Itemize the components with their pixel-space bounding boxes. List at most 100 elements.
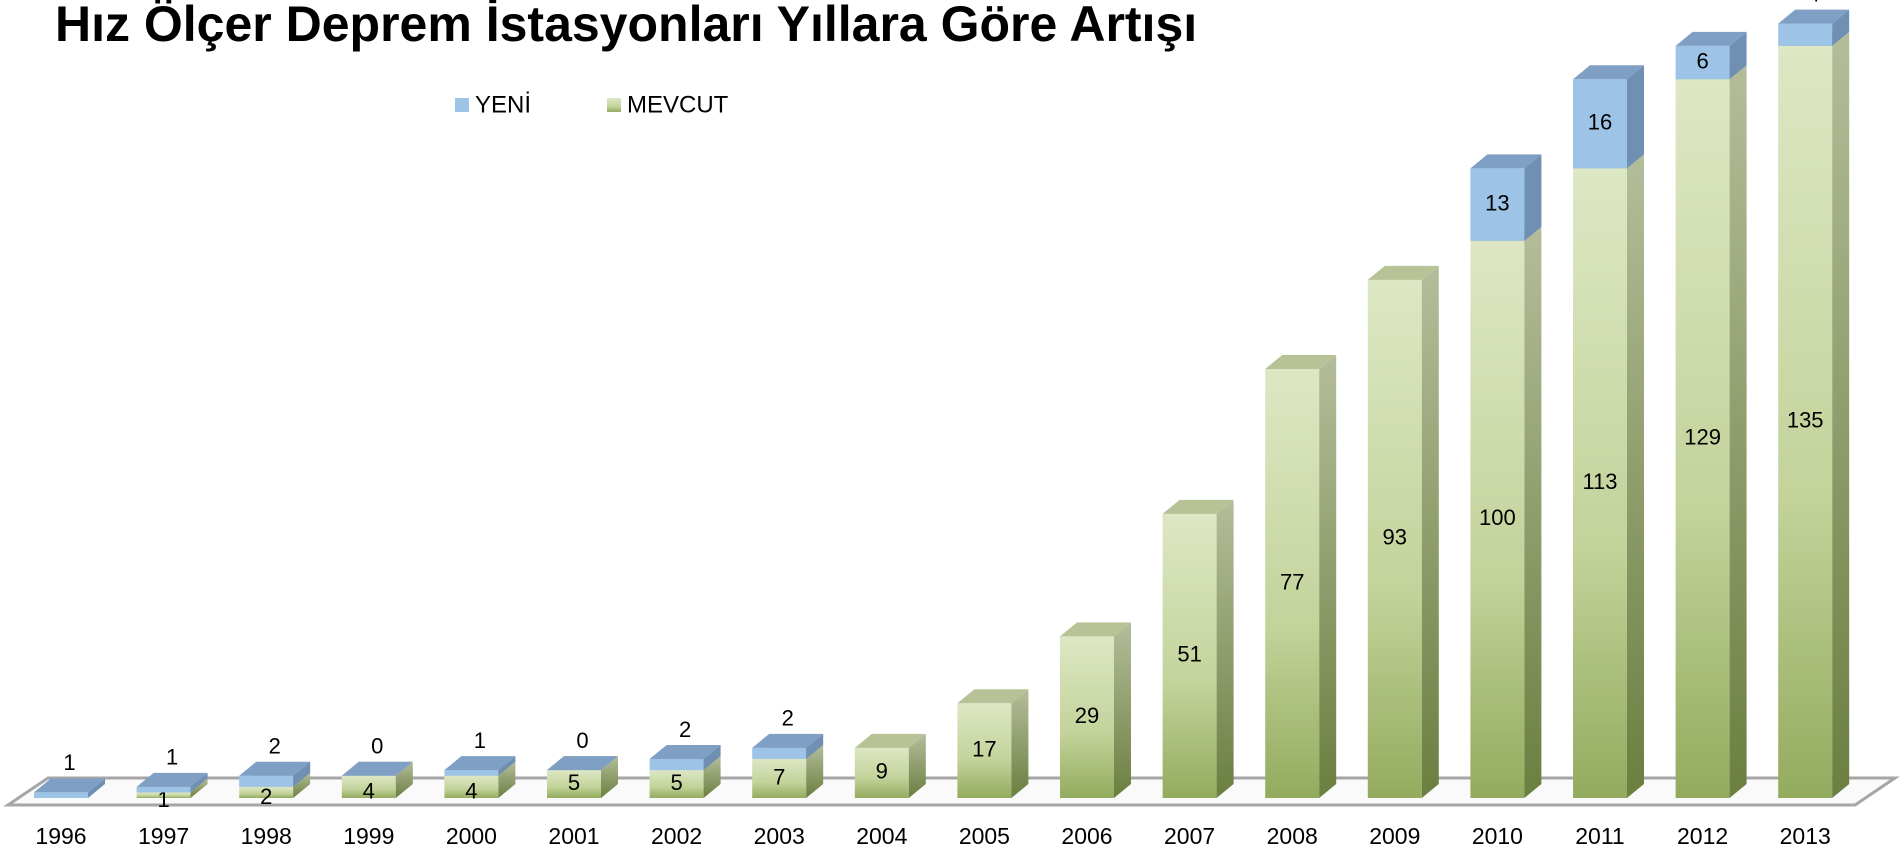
bar-side (806, 745, 824, 798)
x-tick-label: 2009 (1369, 823, 1420, 849)
value-label: 17 (972, 736, 996, 761)
bar-side (1114, 622, 1131, 798)
x-tick-label: 2011 (1575, 823, 1624, 849)
bar-side (1832, 9, 1850, 46)
bar-side (1832, 31, 1850, 799)
value-label: 51 (1177, 642, 1201, 667)
value-label: 2 (679, 717, 691, 742)
bar-side (908, 733, 926, 798)
value-label: 6 (1696, 48, 1708, 73)
value-label: 4 (1808, 0, 1820, 6)
bar-side (88, 778, 105, 798)
bar-top (136, 772, 208, 787)
value-label: 129 (1684, 424, 1721, 449)
bar-side (190, 778, 208, 798)
x-tick-label: 2006 (1061, 823, 1112, 849)
bar-segment (444, 775, 499, 798)
bar-segment (444, 770, 499, 776)
x-tick-label: 2000 (446, 823, 497, 849)
x-tick-label: 2003 (754, 823, 805, 849)
bar-top (957, 689, 1029, 704)
legend-label: MEVCUT (627, 91, 729, 118)
value-label: 16 (1588, 110, 1612, 135)
bar-side (1524, 154, 1542, 241)
bar-top (1060, 622, 1131, 637)
bar-side (703, 745, 721, 771)
x-tick-label: 1996 (35, 823, 86, 849)
value-label: 4 (363, 779, 375, 804)
bar-side (1627, 154, 1644, 798)
value-label: 1 (166, 745, 178, 770)
value-label: 7 (773, 764, 785, 789)
bar-side (1421, 265, 1439, 798)
bar-side (190, 772, 208, 793)
bar-side (395, 761, 413, 798)
x-tick-label: 2004 (856, 823, 907, 849)
bar-segment (1573, 79, 1627, 169)
bar-top (444, 756, 516, 771)
value-label: 1 (474, 728, 486, 753)
bar-segment (752, 747, 807, 759)
x-tick-label: 2008 (1267, 823, 1318, 849)
value-label: 1 (63, 750, 75, 775)
value-label: 135 (1787, 408, 1824, 433)
bar-top (1265, 355, 1337, 369)
legend-swatch (455, 98, 469, 112)
value-label: 2 (782, 706, 794, 731)
legend-label: YENİ (475, 91, 531, 118)
bar-segment (341, 775, 396, 798)
bar-side (498, 756, 516, 776)
value-label: 2 (260, 784, 272, 809)
bar-side (1216, 499, 1234, 798)
bar-top (1573, 65, 1644, 80)
bar-side (806, 733, 824, 759)
x-tick-label: 2012 (1677, 823, 1728, 849)
bar-segment (957, 703, 1012, 798)
bar-side (1729, 31, 1747, 80)
x-tick-label: 2013 (1780, 823, 1831, 849)
bar-segment (136, 786, 191, 793)
value-label: 100 (1479, 505, 1516, 530)
bar-side (498, 761, 516, 798)
x-tick-label: 1997 (138, 823, 189, 849)
bar-segment (1367, 279, 1422, 798)
bar-segment (649, 759, 704, 771)
bar-segment (547, 770, 601, 798)
legend-swatch (607, 98, 621, 112)
bar-segment (1778, 45, 1833, 799)
bar-segment (1675, 79, 1730, 799)
x-tick-label: 2007 (1164, 823, 1215, 849)
x-tick-label: 1999 (343, 823, 394, 849)
bar-segment (1162, 513, 1217, 798)
x-tick-label: 1998 (241, 823, 292, 849)
bar-side (1627, 65, 1644, 169)
bar-top (1367, 265, 1439, 280)
value-label: 113 (1582, 469, 1617, 494)
value-label: 77 (1280, 569, 1304, 594)
bar-segment (1470, 240, 1525, 798)
bar-segment (854, 747, 909, 798)
bar-side (293, 761, 311, 787)
bar-top (1778, 9, 1850, 24)
bar-segment (752, 759, 807, 798)
value-label: 4 (465, 779, 477, 804)
bar-top (1162, 499, 1234, 514)
bar-top (341, 761, 413, 776)
value-label: 29 (1075, 703, 1099, 728)
bar-segment (239, 786, 294, 798)
bar-segment (1060, 636, 1114, 798)
bar-segment (649, 770, 704, 798)
bar-top (649, 745, 721, 759)
x-tick-label: 2005 (959, 823, 1010, 849)
value-label: 0 (576, 728, 588, 753)
bar-segment (34, 792, 88, 798)
chart-title: Hız Ölçer Deprem İstasyonları Yıllara Gö… (55, 0, 1197, 52)
bar-segment (1675, 45, 1730, 80)
value-label: 2 (269, 734, 281, 759)
bar-side (703, 756, 721, 798)
value-label: 93 (1383, 525, 1407, 550)
bar-side (293, 772, 311, 798)
bar-segment (1265, 369, 1320, 798)
bar-segment (1470, 168, 1525, 241)
bar-top (34, 778, 105, 793)
